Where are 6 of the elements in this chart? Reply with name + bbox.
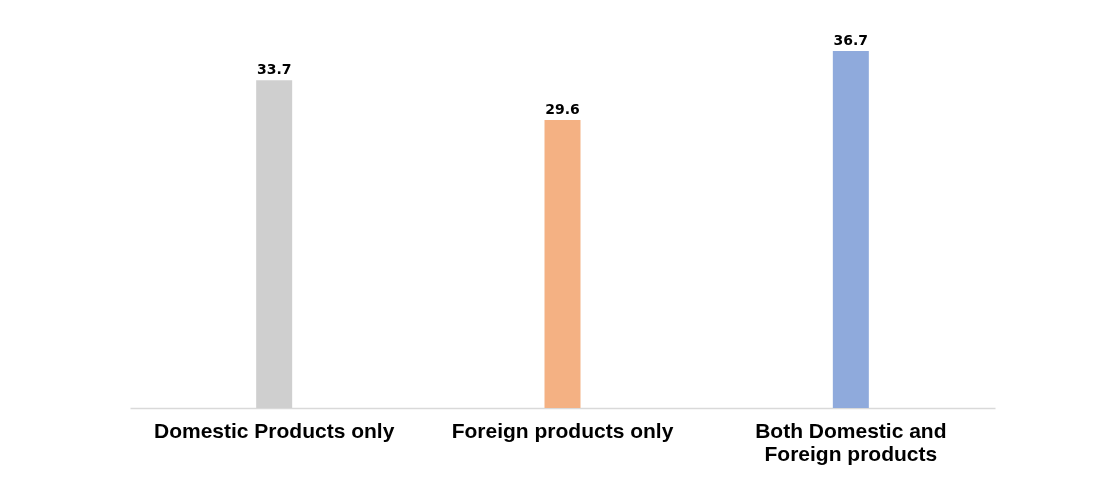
- data-label: 36.7: [833, 32, 869, 48]
- data-label: 33.7: [256, 61, 292, 78]
- data-label: 29.6: [545, 101, 580, 118]
- x-tick-label: Both Domestic and Foreign products: [755, 418, 947, 465]
- x-tick-label: Foreign products only: [451, 418, 674, 442]
- x-tick-label: Domestic Products only: [153, 418, 395, 442]
